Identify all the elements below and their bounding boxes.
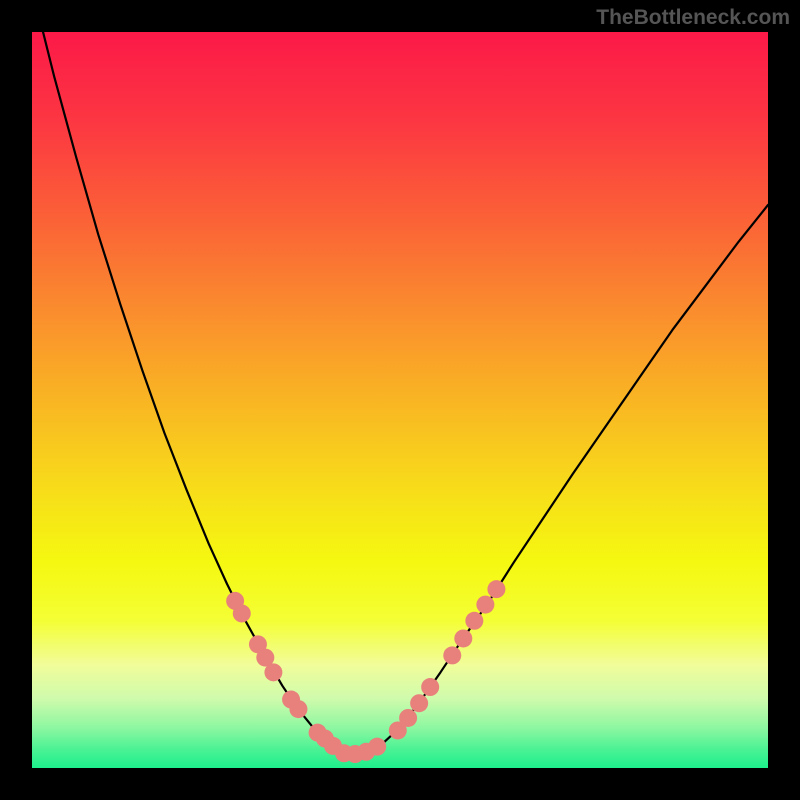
curve-marker bbox=[487, 580, 505, 598]
curve-marker bbox=[443, 646, 461, 664]
chart-container: TheBottleneck.com bbox=[0, 0, 800, 800]
curve-marker bbox=[454, 629, 472, 647]
curve-marker bbox=[399, 709, 417, 727]
marker-group bbox=[226, 580, 505, 763]
curve-marker bbox=[410, 694, 428, 712]
curve-marker bbox=[421, 678, 439, 696]
curve-marker bbox=[233, 604, 251, 622]
bottleneck-curve bbox=[32, 32, 768, 753]
curve-marker bbox=[289, 700, 307, 718]
plot-area bbox=[32, 32, 768, 768]
curve-marker bbox=[264, 663, 282, 681]
watermark-text: TheBottleneck.com bbox=[596, 6, 790, 30]
curve-marker bbox=[465, 612, 483, 630]
curve-marker bbox=[368, 738, 386, 756]
curve-svg bbox=[32, 32, 768, 768]
curve-marker bbox=[476, 596, 494, 614]
